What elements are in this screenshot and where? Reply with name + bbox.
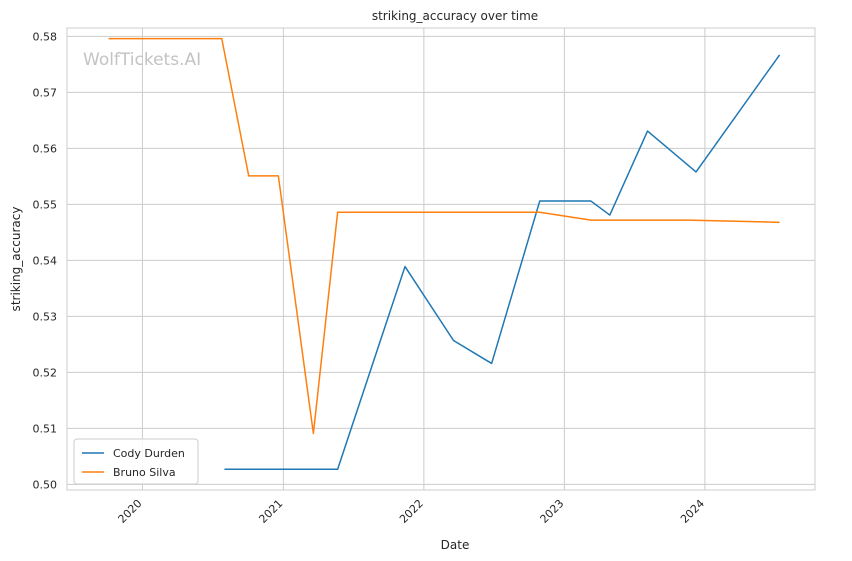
legend-box <box>73 438 199 485</box>
y-tick-label: 0.52 <box>33 366 58 379</box>
y-tick-label: 0.53 <box>33 310 58 323</box>
y-tick-labels: 0.50 0.51 0.52 0.53 0.54 0.55 0.56 0.57 0.58 <box>33 30 58 491</box>
y-tick-label: 0.58 <box>33 30 58 43</box>
y-tick-label: 0.56 <box>33 142 58 155</box>
legend: Cody Durden Bruno Silva <box>73 438 199 485</box>
x-axis-label: Date <box>441 538 470 552</box>
series-lines <box>108 37 781 471</box>
watermark: WolfTickets.AI <box>83 50 201 70</box>
series-line-bruno-silva <box>108 37 780 435</box>
plot-area <box>67 28 815 490</box>
y-tick-label: 0.50 <box>33 478 58 491</box>
y-tick-label: 0.57 <box>33 86 58 99</box>
y-axis-label: striking_accuracy <box>9 207 23 312</box>
series-line-cody-durden <box>224 54 781 471</box>
legend-label-bruno-silva: Bruno Silva <box>113 466 176 479</box>
y-tick-label: 0.51 <box>33 422 58 435</box>
y-tick-label: 0.55 <box>33 198 58 211</box>
grid <box>67 28 815 490</box>
chart-title: striking_accuracy over time <box>372 9 538 23</box>
plot-frame <box>66 27 816 491</box>
legend-label-cody-durden: Cody Durden <box>113 447 185 460</box>
y-tick-label: 0.54 <box>33 254 58 267</box>
